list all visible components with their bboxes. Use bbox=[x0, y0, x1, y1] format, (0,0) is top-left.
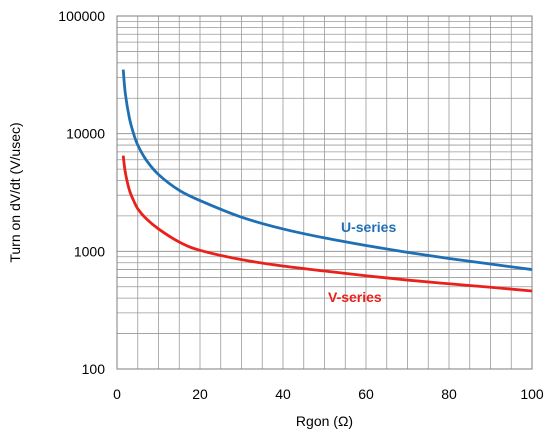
series-label-v-series: V-series bbox=[328, 289, 382, 305]
tick-labels: 0 20 40 60 80 100 100 1000 10000 100000 bbox=[58, 8, 544, 402]
x-tick-label: 0 bbox=[113, 386, 121, 402]
series-line-v-series bbox=[121, 155, 533, 293]
x-tick-label: 80 bbox=[441, 386, 457, 402]
x-tick-label: 100 bbox=[520, 386, 544, 402]
grid bbox=[117, 16, 532, 369]
series-label-u-series: U-series bbox=[341, 219, 396, 235]
y-tick-label: 100 bbox=[82, 361, 106, 377]
y-tick-label: 10000 bbox=[66, 126, 105, 142]
plot-frame bbox=[116, 15, 533, 370]
y-axis-title: Turn on dV/dt (V/usec) bbox=[7, 122, 23, 262]
x-tick-label: 40 bbox=[275, 386, 291, 402]
series-line-u-series bbox=[121, 69, 533, 271]
x-tick-label: 20 bbox=[192, 386, 208, 402]
x-axis-title: Rgon (Ω) bbox=[296, 413, 353, 429]
x-tick-label: 60 bbox=[358, 386, 374, 402]
y-tick-label: 100000 bbox=[58, 8, 105, 24]
y-tick-label: 1000 bbox=[74, 243, 105, 259]
series-layer bbox=[121, 69, 533, 293]
